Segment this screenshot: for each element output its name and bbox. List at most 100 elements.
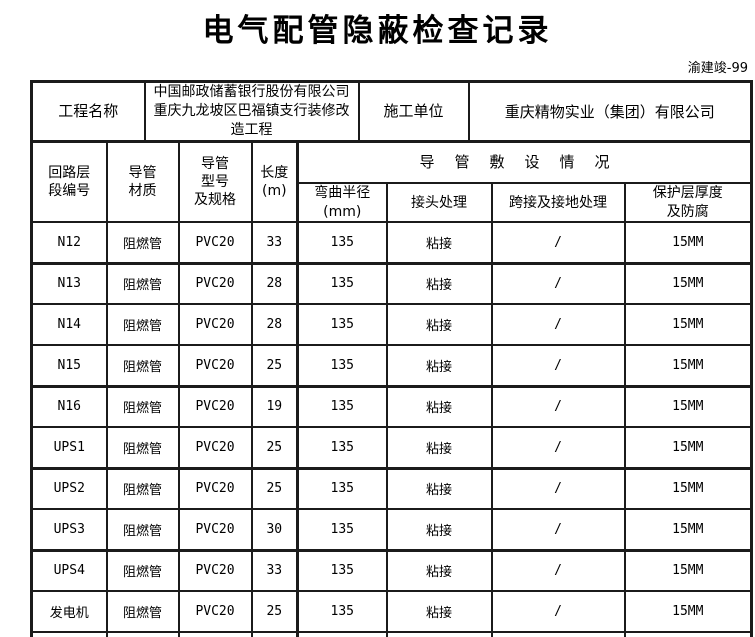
form-code: 渝建竣-99 bbox=[687, 61, 748, 76]
cell-protection: 15MM bbox=[623, 344, 753, 388]
contractor-label: 施工单位 bbox=[357, 80, 470, 143]
cell-material: 阻燃管 bbox=[105, 590, 180, 634]
table-row: UPS2 阻燃管 PVC20 25 135 粘接/15MM bbox=[30, 467, 753, 511]
cell-bend: 135 bbox=[296, 467, 388, 511]
partial-row bbox=[30, 631, 753, 637]
sub-header-row: 弯曲半径 (mm) 接头处理 跨接及接地处理 保护层厚度 及防腐 bbox=[32, 182, 753, 224]
cell-material: 阻燃管 bbox=[105, 344, 180, 388]
cell-circuit: UPS3 bbox=[30, 508, 108, 552]
cell-length: 25 bbox=[250, 590, 299, 634]
cell-material: 阻燃管 bbox=[105, 262, 180, 306]
cell-bend: 135 bbox=[296, 549, 388, 593]
table-row: N16 阻燃管 PVC20 19 135 粘接/15MM bbox=[30, 385, 753, 429]
table-row: N15 阻燃管 PVC20 25 135 粘接/15MM bbox=[30, 344, 753, 388]
cell-protection: 15MM bbox=[623, 590, 753, 634]
cell-protection: 15MM bbox=[623, 262, 753, 306]
cell-empty bbox=[105, 631, 180, 637]
cell-material: 阻燃管 bbox=[105, 221, 180, 265]
cell-protection: 15MM bbox=[623, 221, 753, 265]
contractor-value: 重庆精物实业（集团）有限公司 bbox=[467, 80, 753, 143]
column-header-row: 回路层 段编号 导管 材质 导管 型号 及规格 长度 (m) 导管敷设情况 bbox=[30, 140, 753, 224]
cell-empty bbox=[490, 631, 626, 637]
cell-joint: 粘接 bbox=[385, 344, 493, 388]
cell-protection: 15MM bbox=[623, 426, 753, 470]
cell-grounding: / bbox=[490, 221, 626, 265]
cell-bend: 135 bbox=[296, 385, 388, 429]
cell-joint: 粘接 bbox=[385, 221, 493, 265]
table-row: N13 阻燃管 PVC20 28 135 粘接/15MM bbox=[30, 262, 753, 306]
cell-protection: 15MM bbox=[623, 303, 753, 347]
cell-model: PVC20 bbox=[177, 385, 253, 429]
cell-model: PVC20 bbox=[177, 221, 253, 265]
header-circuit: 回路层 段编号 bbox=[30, 140, 108, 224]
cell-grounding: / bbox=[490, 426, 626, 470]
cell-bend: 135 bbox=[296, 344, 388, 388]
cell-empty bbox=[30, 631, 108, 637]
cell-bend: 135 bbox=[296, 426, 388, 470]
cell-material: 阻燃管 bbox=[105, 303, 180, 347]
cell-protection: 15MM bbox=[623, 385, 753, 429]
cell-grounding: / bbox=[490, 303, 626, 347]
cell-model: PVC20 bbox=[177, 549, 253, 593]
cell-grounding: / bbox=[490, 344, 626, 388]
cell-length: 19 bbox=[250, 385, 299, 429]
cell-circuit: N15 bbox=[30, 344, 108, 388]
table-row: N12 阻燃管 PVC20 33 135 粘接/15MM bbox=[30, 221, 753, 265]
cell-length: 25 bbox=[250, 344, 299, 388]
cell-empty bbox=[296, 631, 388, 637]
cell-material: 阻燃管 bbox=[105, 385, 180, 429]
cell-model: PVC20 bbox=[177, 590, 253, 634]
cell-empty bbox=[623, 631, 753, 637]
cell-joint: 粘接 bbox=[385, 590, 493, 634]
cell-length: 25 bbox=[250, 426, 299, 470]
header-grounding: 跨接及接地处理 bbox=[490, 182, 626, 224]
cell-circuit: UPS1 bbox=[30, 426, 108, 470]
cell-joint: 粘接 bbox=[385, 385, 493, 429]
data-rows: N12 阻燃管 PVC20 33 135 粘接/15MM N13 阻燃管 PVC20 28 135 粘… bbox=[30, 221, 753, 637]
header-material: 导管 材质 bbox=[105, 140, 180, 224]
cell-circuit: 发电机 bbox=[30, 590, 108, 634]
cell-circuit: N14 bbox=[30, 303, 108, 347]
cell-protection: 15MM bbox=[623, 467, 753, 511]
cell-model: PVC20 bbox=[177, 426, 253, 470]
project-name-label: 工程名称 bbox=[30, 80, 146, 143]
cell-material: 阻燃管 bbox=[105, 426, 180, 470]
cell-model: PVC20 bbox=[177, 344, 253, 388]
cell-circuit: N13 bbox=[30, 262, 108, 306]
header-bend-radius: 弯曲半径 (mm) bbox=[296, 182, 388, 224]
cell-grounding: / bbox=[490, 508, 626, 552]
cell-grounding: / bbox=[490, 467, 626, 511]
cell-length: 33 bbox=[250, 221, 299, 265]
cell-joint: 粘接 bbox=[385, 549, 493, 593]
cell-empty bbox=[177, 631, 253, 637]
cell-grounding: / bbox=[490, 549, 626, 593]
cell-circuit: N16 bbox=[30, 385, 108, 429]
cell-material: 阻燃管 bbox=[105, 549, 180, 593]
cell-protection: 15MM bbox=[623, 549, 753, 593]
cell-empty bbox=[250, 631, 299, 637]
cell-circuit: N12 bbox=[30, 221, 108, 265]
table-row: N14 阻燃管 PVC20 28 135 粘接/15MM bbox=[30, 303, 753, 347]
table-row: UPS1 阻燃管 PVC20 25 135 粘接/15MM bbox=[30, 426, 753, 470]
header-protection: 保护层厚度 及防腐 bbox=[623, 182, 753, 224]
cell-protection: 15MM bbox=[623, 508, 753, 552]
cell-joint: 粘接 bbox=[385, 508, 493, 552]
cell-bend: 135 bbox=[296, 221, 388, 265]
cell-model: PVC20 bbox=[177, 262, 253, 306]
cell-joint: 粘接 bbox=[385, 303, 493, 347]
cell-length: 28 bbox=[250, 262, 299, 306]
project-name-value: 中国邮政储蓄银行股份有限公司重庆九龙坡区巴福镇支行装修改造工程 bbox=[143, 80, 360, 143]
cell-grounding: / bbox=[490, 262, 626, 306]
table-row: UPS4 阻燃管 PVC20 33 135 粘接/15MM bbox=[30, 549, 753, 593]
cell-joint: 粘接 bbox=[385, 262, 493, 306]
cell-model: PVC20 bbox=[177, 508, 253, 552]
cell-bend: 135 bbox=[296, 262, 388, 306]
table-row: 发电机 阻燃管 PVC20 25 135 粘接/15MM bbox=[30, 590, 753, 634]
cell-grounding: / bbox=[490, 385, 626, 429]
cell-length: 30 bbox=[250, 508, 299, 552]
header-length: 长度 (m) bbox=[250, 140, 299, 224]
cell-empty bbox=[385, 631, 493, 637]
cell-bend: 135 bbox=[296, 303, 388, 347]
table-row: UPS3 阻燃管 PVC20 30 135 粘接/15MM bbox=[30, 508, 753, 552]
